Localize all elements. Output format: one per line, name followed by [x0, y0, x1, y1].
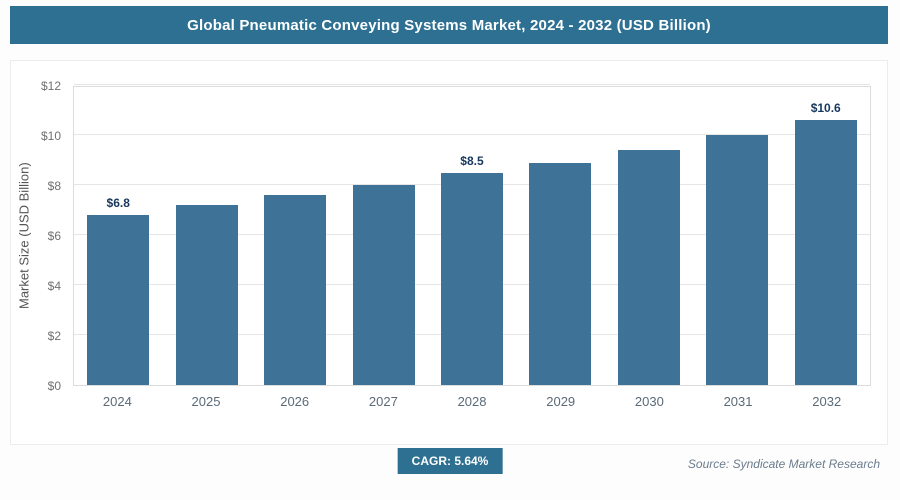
y-tick-label: $2: [47, 329, 61, 343]
y-tick-label: $4: [47, 279, 61, 293]
bar-group: [162, 87, 250, 385]
y-tick-label: $6: [47, 229, 61, 243]
chart-title-bar: Global Pneumatic Conveying Systems Marke…: [10, 6, 888, 44]
bar: [706, 135, 769, 385]
page-title: Global Pneumatic Conveying Systems Marke…: [187, 16, 711, 34]
bar: [175, 205, 238, 385]
x-tick-label: 2025: [191, 394, 221, 409]
x-tick-label: 2028: [457, 394, 487, 409]
x-tick-label: 2029: [546, 394, 576, 409]
bars: $6.8 $8.5 $10.6: [74, 87, 870, 385]
bar-group: [516, 87, 604, 385]
y-tick-label: $0: [47, 379, 61, 393]
bar-value-label: $10.6: [810, 101, 841, 115]
bar: [794, 120, 857, 385]
x-axis-labels: 2024 2025 2026 2027 2028 2029 2030 2031 2032: [73, 394, 871, 409]
x-tick-label: 2026: [280, 394, 310, 409]
source-note: Source: Syndicate Market Research: [687, 457, 880, 471]
bar: [529, 162, 592, 385]
y-axis-ticks: $0 $2 $4 $6 $8 $10 $12: [11, 79, 69, 393]
bar-group: [251, 87, 339, 385]
chart-area: Market Size (USD Billion) $0 $2 $4 $6 $8 $10 $…: [10, 60, 888, 445]
bar: [87, 215, 150, 385]
y-tick-label: $12: [40, 79, 61, 93]
bar-value-label: $8.5: [460, 153, 484, 168]
x-tick-label: 2030: [634, 394, 664, 409]
bar-group: [605, 87, 693, 385]
bar-group: [693, 87, 781, 385]
bar-group: $8.5: [428, 87, 516, 385]
x-tick-label: 2027: [368, 394, 398, 409]
gridline: [74, 84, 870, 85]
cagr-label: CAGR: 5.64%: [411, 454, 489, 468]
bar: [264, 195, 327, 385]
bar-group: $10.6: [782, 87, 870, 385]
y-tick-label: $8: [47, 179, 61, 193]
bar: [617, 150, 680, 385]
x-tick-label: 2031: [723, 394, 753, 409]
bar-group: [339, 87, 427, 385]
plot-area: $6.8 $8.5 $10.6: [73, 84, 871, 386]
y-tick-label: $10: [40, 129, 61, 143]
gridline: [74, 134, 870, 135]
bar-value-label: $6.8: [106, 196, 130, 210]
bar: [440, 172, 503, 385]
cagr-badge: CAGR: 5.64%: [397, 448, 503, 474]
bar: [352, 185, 415, 385]
bar-group: $6.8: [74, 87, 162, 385]
x-tick-label: 2024: [102, 394, 132, 409]
x-tick-label: 2032: [812, 394, 842, 409]
